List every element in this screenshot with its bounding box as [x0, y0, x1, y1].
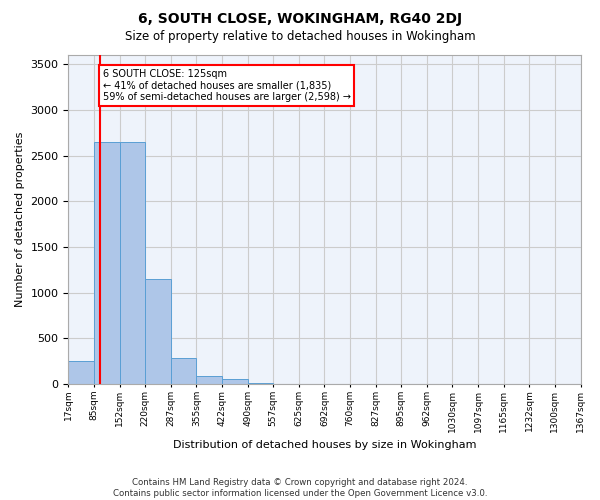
- Bar: [94, 142, 119, 384]
- X-axis label: Distribution of detached houses by size in Wokingham: Distribution of detached houses by size …: [173, 440, 476, 450]
- Bar: [196, 376, 222, 384]
- Bar: [68, 361, 94, 384]
- Text: Contains HM Land Registry data © Crown copyright and database right 2024.
Contai: Contains HM Land Registry data © Crown c…: [113, 478, 487, 498]
- Bar: [119, 142, 145, 384]
- Bar: [222, 380, 248, 384]
- Text: Size of property relative to detached houses in Wokingham: Size of property relative to detached ho…: [125, 30, 475, 43]
- Text: 6 SOUTH CLOSE: 125sqm
← 41% of detached houses are smaller (1,835)
59% of semi-d: 6 SOUTH CLOSE: 125sqm ← 41% of detached …: [103, 68, 350, 102]
- Text: 6, SOUTH CLOSE, WOKINGHAM, RG40 2DJ: 6, SOUTH CLOSE, WOKINGHAM, RG40 2DJ: [138, 12, 462, 26]
- Bar: [171, 358, 196, 384]
- Y-axis label: Number of detached properties: Number of detached properties: [15, 132, 25, 307]
- Bar: [248, 382, 273, 384]
- Bar: [145, 279, 171, 384]
